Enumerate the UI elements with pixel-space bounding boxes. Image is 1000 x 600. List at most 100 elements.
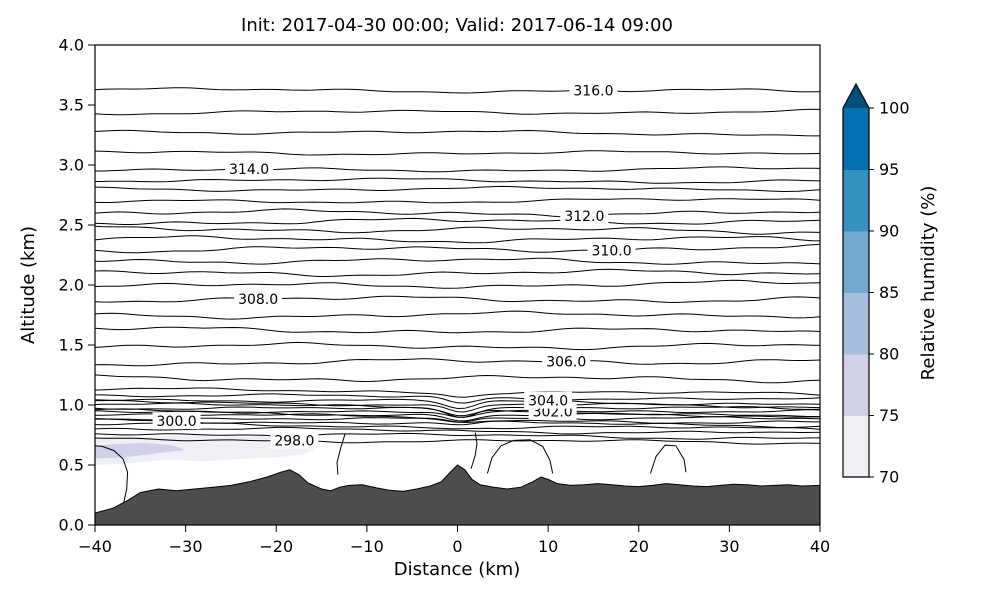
- contour-line: [95, 108, 820, 116]
- contour-line: [95, 326, 820, 334]
- x-tick-label: −20: [259, 537, 293, 556]
- colorbar-tick-label: 100: [879, 99, 910, 118]
- y-tick-label: 1.5: [59, 336, 84, 355]
- surface-contour-arc: [486, 439, 554, 474]
- contour-label-bg: [524, 391, 573, 409]
- contour-line: [95, 295, 820, 304]
- contour-label: 310.0: [592, 243, 632, 259]
- contour-line: [95, 217, 820, 225]
- surface-contour-arc: [95, 445, 129, 506]
- colorbar-segment: [843, 108, 869, 170]
- colorbar-segment: [843, 415, 869, 478]
- contour-line: [95, 185, 820, 193]
- y-tick-label: 0.0: [59, 516, 84, 535]
- plot-frame: [94, 44, 821, 526]
- contour-label-bg: [270, 431, 319, 449]
- contour-line: [95, 87, 820, 94]
- colorbar-label: Relative humidity (%): [918, 186, 939, 381]
- contour-line: [95, 341, 820, 351]
- colorbar-tick-label: 85: [879, 283, 899, 302]
- contour-label: 314.0: [229, 162, 269, 178]
- contour-line: [95, 358, 820, 367]
- colorbar-tick-label: 75: [879, 406, 899, 425]
- contour-label-bg: [569, 81, 618, 99]
- contour-line: [95, 400, 820, 413]
- x-tick-label: 10: [538, 537, 558, 556]
- contour-line: [95, 279, 820, 289]
- colorbar-segment: [843, 169, 869, 232]
- colorbar-segment: [843, 292, 869, 355]
- surface-contour-arc: [650, 444, 687, 474]
- contour-line: [95, 418, 820, 428]
- contour-line: [95, 235, 820, 244]
- x-tick-label: −30: [169, 537, 203, 556]
- contour-line: [95, 387, 820, 398]
- contour-label: 312.0: [564, 209, 604, 225]
- surface-contour-arc: [336, 433, 346, 475]
- colorbar-tick-label: 80: [879, 345, 899, 364]
- contour-label: 308.0: [238, 292, 278, 308]
- colorbar-extend-arrow: [843, 84, 869, 108]
- contour-line: [95, 129, 820, 137]
- contour-line: [95, 374, 820, 384]
- contour-line: [95, 310, 820, 320]
- contour-line: [95, 422, 820, 430]
- contour-label: 298.0: [274, 433, 314, 449]
- contour-label-bg: [152, 412, 201, 430]
- contour-line: [95, 243, 820, 254]
- y-tick-label: 2.5: [59, 216, 84, 235]
- contour-labels-layer: 298.0300.0302.0304.0306.0308.0310.0312.0…: [152, 81, 636, 449]
- contour-label-bg: [542, 352, 591, 370]
- contour-line: [95, 198, 820, 204]
- colorbar-tick-label: 90: [879, 222, 899, 241]
- x-tick-label: −40: [78, 537, 112, 556]
- contour-line: [95, 402, 820, 418]
- y-tick-label: 1.0: [59, 396, 84, 415]
- contour-label-bg: [234, 290, 283, 308]
- colorbar-layer: 70 75 80 85 90 95 100: [842, 82, 910, 487]
- colorbar-tick-label: 95: [879, 160, 899, 179]
- contour-line: [95, 177, 820, 184]
- contour-line: [95, 398, 820, 410]
- contour-line: [95, 257, 820, 265]
- y-tick-label: 0.5: [59, 456, 84, 475]
- contour-line: [95, 150, 820, 156]
- contour-line: [95, 268, 820, 277]
- contour-label: 306.0: [546, 354, 586, 370]
- contour-line: [95, 437, 820, 445]
- terrain-layer: [95, 464, 820, 525]
- humidity-patch: [95, 435, 315, 465]
- contour-line: [95, 393, 820, 404]
- contour-line: [95, 413, 820, 423]
- contour-label: 304.0: [528, 394, 568, 410]
- contour-line: [95, 406, 820, 417]
- plot-title: Init: 2017-04-30 00:00; Valid: 2017-06-1…: [241, 15, 673, 36]
- contour-line: [95, 208, 820, 218]
- surface-contour-arc: [470, 432, 478, 469]
- contour-line: [95, 426, 820, 435]
- colorbar-segment: [843, 231, 869, 293]
- terrain-fill: [95, 464, 820, 525]
- x-axis-label: Distance (km): [394, 559, 520, 580]
- colorbar-outline: [842, 82, 870, 478]
- axes-layer: −40 −30 −20 −10 0 10 20 30 40 0.0 0.5 1.0 1.5 2.0 2.5 3…: [59, 36, 831, 556]
- y-axis-label: Altitude (km): [18, 226, 39, 344]
- x-tick-label: 40: [810, 537, 830, 556]
- contour-line: [95, 225, 820, 235]
- x-tick-label: −10: [350, 537, 384, 556]
- contour-label: 300.0: [157, 414, 197, 430]
- contour-line: [95, 432, 820, 440]
- contour-label-bg: [225, 160, 274, 178]
- y-tick-label: 4.0: [59, 36, 84, 55]
- x-tick-label: 20: [629, 537, 649, 556]
- y-tick-label: 3.0: [59, 156, 84, 175]
- contour-label: 316.0: [573, 83, 613, 99]
- y-tick-label: 2.0: [59, 276, 84, 295]
- colorbar-tick-label: 70: [879, 468, 899, 487]
- contour-label-bg: [587, 241, 636, 259]
- contour-lines-layer: [95, 87, 820, 506]
- x-tick-label: 0: [452, 537, 462, 556]
- y-tick-label: 3.5: [59, 96, 84, 115]
